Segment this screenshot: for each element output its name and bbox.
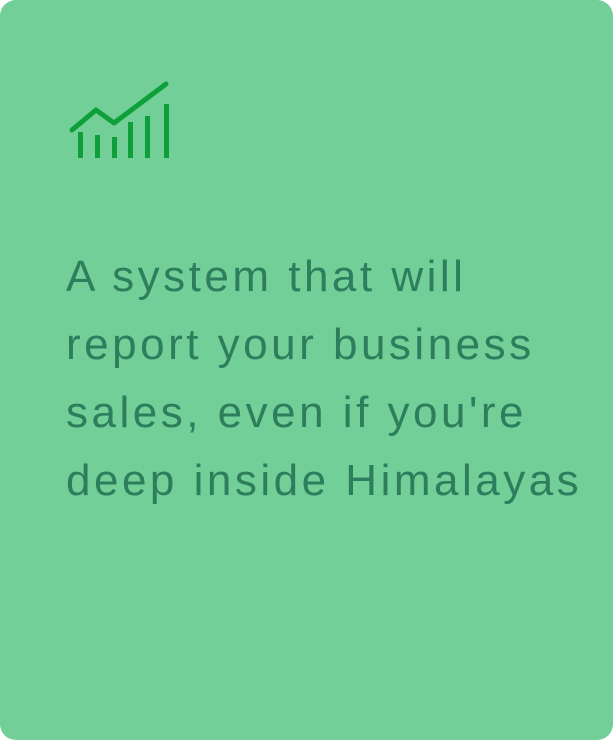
feature-tagline: A system that will report your business …	[66, 252, 583, 505]
growth-chart-icon	[69, 81, 169, 158]
